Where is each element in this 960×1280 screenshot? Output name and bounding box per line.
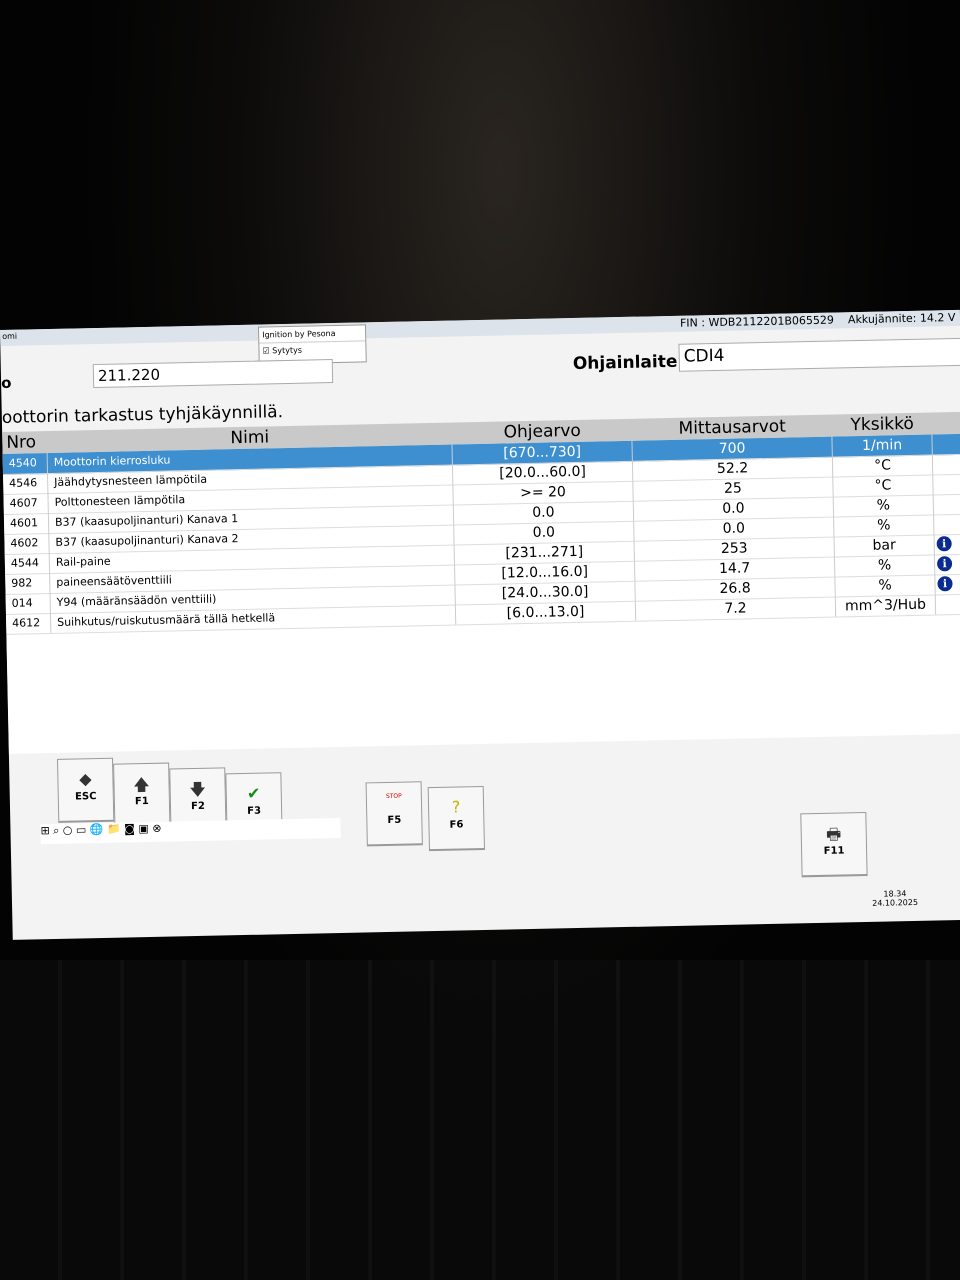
- cell-unit: %: [835, 574, 936, 597]
- screen: omi FIN : WDB2112201B065529 Akkujännite:…: [0, 309, 960, 940]
- cell-unit: °C: [833, 474, 934, 497]
- button-icon: 🡇: [189, 779, 207, 800]
- keyboard: [0, 960, 960, 1280]
- cell-unit: °C: [832, 454, 934, 477]
- button-icon: ?: [451, 797, 461, 817]
- cell-unit: bar: [834, 534, 935, 557]
- cell-nro: 014: [5, 592, 51, 614]
- function-button[interactable]: 🡅 F1: [113, 762, 171, 828]
- cell-nro: 4540: [2, 453, 49, 474]
- info-icon[interactable]: i: [937, 576, 953, 592]
- cell-nro: 4602: [4, 533, 50, 554]
- cell-value: 7.2: [635, 596, 837, 621]
- model-field: 211.220: [92, 359, 334, 389]
- function-button[interactable]: 🖶 F11: [800, 811, 868, 878]
- cell-ref: [6.0...13.0]: [455, 600, 637, 625]
- button-label: ESC: [74, 791, 97, 803]
- cell-nro: 4601: [3, 513, 50, 534]
- cell-nro: 4607: [3, 493, 49, 514]
- button-label: F3: [247, 805, 262, 817]
- button-icon: 🖶: [825, 824, 842, 844]
- button-icon: ✔: [246, 783, 261, 803]
- button-label: F6: [449, 819, 464, 831]
- function-button[interactable]: ? F6: [427, 785, 485, 852]
- cell-nro: 4546: [3, 473, 49, 494]
- model-label: o: [0, 373, 12, 392]
- battery: Akkujännite: 14.2 V: [847, 310, 956, 327]
- button-label: F11: [823, 845, 845, 857]
- popup-checkbox[interactable]: ☑ Sytytys: [262, 345, 303, 356]
- button-icon: 🡅: [133, 774, 150, 795]
- window-title: omi: [2, 331, 18, 341]
- info-icon[interactable]: i: [936, 556, 953, 572]
- cell-nro: 982: [5, 573, 51, 594]
- info-icon[interactable]: i: [936, 536, 952, 552]
- button-label: F5: [387, 814, 402, 826]
- fin: FIN : WDB2112201B065529: [679, 313, 835, 330]
- button-icon: STOP: [385, 792, 402, 801]
- function-button[interactable]: ◆ ESC: [56, 757, 115, 823]
- unit-field: CDI4: [678, 337, 960, 372]
- clock: 18.34 24.10.2025: [872, 889, 918, 908]
- button-label: F2: [191, 800, 206, 813]
- table-body: 4540 Moottorin kierrosluku [670...730] 700 1…: [2, 433, 960, 754]
- button-icon: ◆: [79, 769, 92, 789]
- cell-unit: %: [834, 514, 935, 537]
- column-header: Nro: [6, 432, 37, 453]
- column-header: Yksikkö: [850, 413, 915, 436]
- cell-unit: 1/min: [832, 434, 933, 457]
- cell-unit: mm^3/Hub: [835, 594, 937, 617]
- column-header: Mittausarvot: [678, 416, 787, 439]
- cell-unit: %: [833, 494, 935, 517]
- date: 24.10.2025: [872, 897, 919, 908]
- column-header: Ohjearvo: [503, 420, 582, 443]
- function-button[interactable]: STOP F5: [365, 781, 423, 847]
- button-label: F1: [134, 795, 149, 808]
- cell-nro: 4612: [5, 612, 52, 634]
- cell-unit: %: [834, 554, 936, 577]
- cell-nro: 4544: [4, 553, 51, 574]
- subtitle: oottorin tarkastus tyhjäkäynnillä.: [1, 402, 284, 428]
- unit-label: Ohjainlaite: [572, 351, 678, 375]
- checkbox-label: Sytytys: [272, 345, 303, 356]
